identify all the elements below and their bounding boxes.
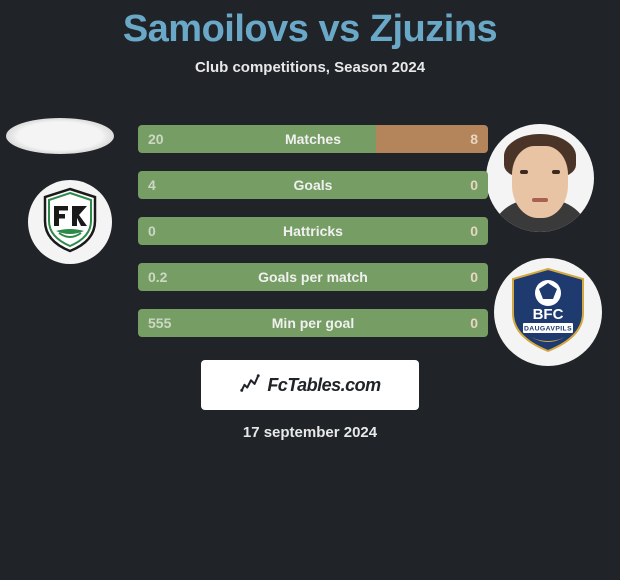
- fctables-icon: [239, 372, 261, 399]
- stat-label: Goals: [138, 171, 488, 199]
- player-left-club-badge: [28, 180, 112, 264]
- stat-label: Min per goal: [138, 309, 488, 337]
- stat-row: 40Goals: [138, 171, 488, 199]
- comparison-date: 17 september 2024: [0, 424, 620, 441]
- stat-label: Goals per match: [138, 263, 488, 291]
- bfc-club-icon: BFC DAUGAVPILS: [509, 267, 587, 358]
- player-right-photo: [486, 124, 594, 232]
- svg-text:DAUGAVPILS: DAUGAVPILS: [524, 325, 572, 332]
- stat-row: 208Matches: [138, 125, 488, 153]
- player-right-club-badge: BFC DAUGAVPILS: [494, 258, 602, 366]
- fkt-club-icon: [41, 187, 99, 258]
- comparison-subtitle: Club competitions, Season 2024: [0, 59, 620, 76]
- attribution-label: FcTables.com: [267, 375, 380, 396]
- stat-label: Hattricks: [138, 217, 488, 245]
- comparison-title: Samoilovs vs Zjuzins: [0, 0, 620, 51]
- stat-row: 00Hattricks: [138, 217, 488, 245]
- player-left-photo: [6, 118, 114, 154]
- attribution-badge[interactable]: FcTables.com: [201, 360, 419, 410]
- stat-row: 5550Min per goal: [138, 309, 488, 337]
- stat-label: Matches: [138, 125, 488, 153]
- stats-table: 208Matches 40Goals 00Hattricks 0.20Goals pe…: [138, 125, 488, 355]
- svg-text:BFC: BFC: [533, 306, 564, 323]
- stat-row: 0.20Goals per match: [138, 263, 488, 291]
